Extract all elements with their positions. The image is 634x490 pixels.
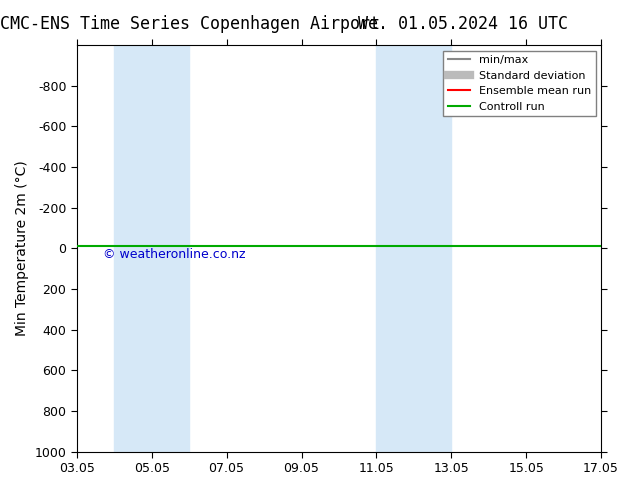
Text: © weatheronline.co.nz: © weatheronline.co.nz [103,248,245,261]
Bar [114,45,189,452]
Text: CMC-ENS Time Series Copenhagen Airport: CMC-ENS Time Series Copenhagen Airport [0,15,380,33]
Bar [377,45,451,452]
Legend: min/max, Standard deviation, Ensemble mean run, Controll run: min/max, Standard deviation, Ensemble me… [443,50,595,116]
Y-axis label: Min Temperature 2m (°C): Min Temperature 2m (°C) [15,160,29,336]
Text: We. 01.05.2024 16 UTC: We. 01.05.2024 16 UTC [358,15,568,33]
